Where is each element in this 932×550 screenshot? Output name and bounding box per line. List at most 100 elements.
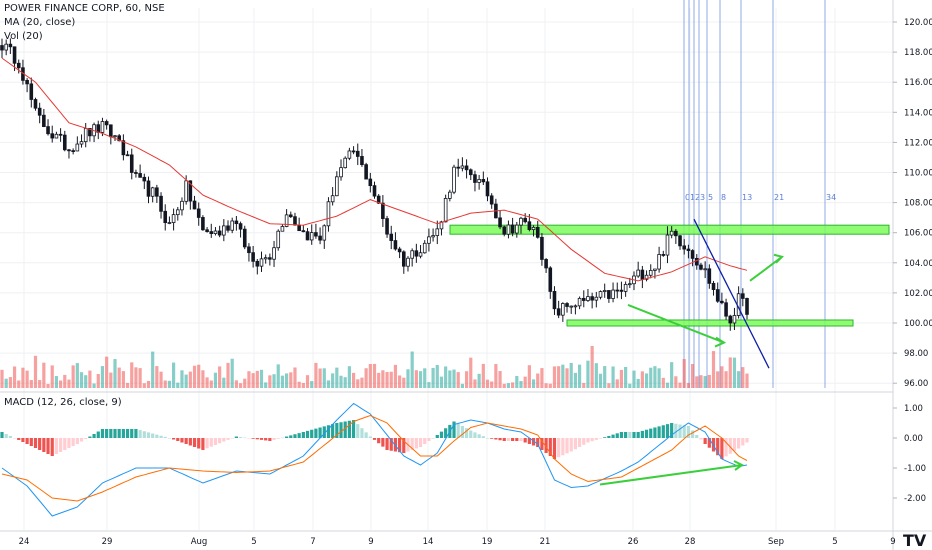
price-tick-label: 120.00 — [904, 18, 932, 28]
macd-histogram-bar — [527, 438, 531, 444]
macd-histogram-bar — [33, 438, 38, 448]
volume-bar — [414, 370, 418, 388]
macd-histogram-bar — [544, 438, 548, 453]
volume-bar — [184, 374, 188, 388]
macd-histogram-bar — [615, 433, 619, 438]
volume-bar — [519, 381, 523, 388]
candle-body — [389, 233, 394, 241]
candle-body — [314, 232, 318, 237]
volume-bar — [745, 373, 749, 388]
candle-body — [464, 165, 469, 171]
macd-histogram-bar — [577, 438, 582, 447]
fib-time-label: 34 — [826, 193, 836, 202]
candle-body — [527, 221, 532, 230]
macd-histogram-bar — [464, 428, 469, 438]
macd-histogram-bar — [75, 438, 79, 444]
macd-histogram-bar — [695, 435, 699, 438]
candle-body — [326, 201, 331, 227]
drawings[interactable] — [627, 218, 784, 369]
macd-histogram-bar — [12, 438, 17, 439]
vol-legend[interactable]: Vol (20) — [4, 31, 43, 42]
ma-line — [1, 57, 748, 282]
macd-histogram-bar — [619, 432, 624, 438]
candle-body — [544, 259, 548, 269]
macd-histogram-bar — [247, 438, 251, 439]
candle-body — [665, 234, 670, 256]
volume-bar — [134, 367, 138, 388]
volume-bar — [385, 372, 389, 388]
candle-body — [309, 232, 314, 241]
volume-bar — [439, 376, 444, 388]
macd-histogram-bar — [243, 437, 247, 439]
candle-body — [628, 283, 632, 286]
price-tick-label: 96.00 — [904, 379, 928, 389]
macd-histogram-bar — [686, 426, 691, 438]
macd-histogram-bar — [38, 438, 42, 450]
macd-histogram-bar — [8, 436, 12, 438]
volume-bar — [314, 362, 318, 388]
volume-bar — [444, 366, 448, 388]
candle-body — [351, 150, 356, 153]
macd-legend[interactable]: MACD (12, 26, close, 9) — [4, 397, 122, 408]
candle-body — [293, 216, 297, 226]
macd-histogram-bar — [636, 432, 640, 438]
highlight-zones[interactable] — [449, 224, 890, 327]
volume-bar — [402, 377, 406, 388]
volume-bar — [716, 371, 720, 388]
watermark: TV — [903, 531, 927, 550]
macd-histogram-bar — [473, 432, 477, 438]
candle-body — [42, 114, 46, 128]
candle-body — [150, 187, 155, 197]
date-tick-label: 29 — [102, 537, 113, 547]
candle-body — [209, 231, 214, 234]
volume-bar — [603, 366, 607, 388]
candle-body — [703, 268, 707, 271]
volume-bar — [238, 383, 243, 388]
volume-bar — [582, 382, 586, 388]
candle-body — [297, 224, 301, 232]
macd-histogram-bar — [188, 438, 192, 446]
volume-bar — [12, 366, 17, 388]
macd-histogram-bar — [703, 438, 707, 444]
volume-bar — [176, 382, 180, 388]
volume-bar — [703, 376, 707, 388]
ma-legend[interactable]: MA (20, close) — [4, 17, 76, 28]
macd-histogram-bar — [4, 434, 8, 438]
macd-histogram-bar — [21, 438, 25, 442]
macd-histogram-bar — [439, 431, 444, 438]
macd-histogram-bar — [552, 438, 557, 459]
candle-body — [615, 289, 620, 292]
axes: 120.00118.00116.00114.00112.00110.00108.… — [19, 18, 932, 547]
candle-body — [376, 195, 381, 204]
fib-time-label: 0 — [685, 193, 690, 202]
volume-bar — [29, 380, 33, 388]
volume-bar — [665, 382, 670, 388]
candle-body — [590, 296, 594, 301]
macd-histogram-bar — [665, 424, 670, 438]
volume-bar — [636, 378, 640, 388]
volume-bar — [113, 359, 117, 388]
fib-time-zones[interactable]: 0 1 2 3 5 8 13 21 34 — [683, 0, 836, 388]
volume-bar — [452, 369, 456, 388]
macd-histogram-bar — [498, 438, 502, 441]
volume-bar — [322, 368, 326, 388]
volume-bar — [469, 357, 473, 388]
candle-body — [167, 222, 172, 224]
macd-histogram-bar — [113, 429, 117, 438]
volume-bar — [25, 370, 29, 388]
arrow-head — [714, 336, 727, 348]
candle-body — [196, 208, 201, 218]
candle-body — [163, 210, 168, 224]
signal-line — [1, 414, 748, 502]
volume-bar — [331, 373, 335, 388]
macd-histogram-bar — [569, 438, 573, 452]
candle-body — [381, 202, 385, 219]
candle-body — [598, 291, 603, 298]
volume-bar — [686, 382, 691, 388]
macd-histogram-bar — [54, 438, 59, 454]
macd-histogram-bar — [381, 438, 385, 447]
volume-bar — [301, 382, 305, 388]
candle-body — [192, 200, 197, 210]
macd-histogram-bar — [92, 434, 96, 438]
